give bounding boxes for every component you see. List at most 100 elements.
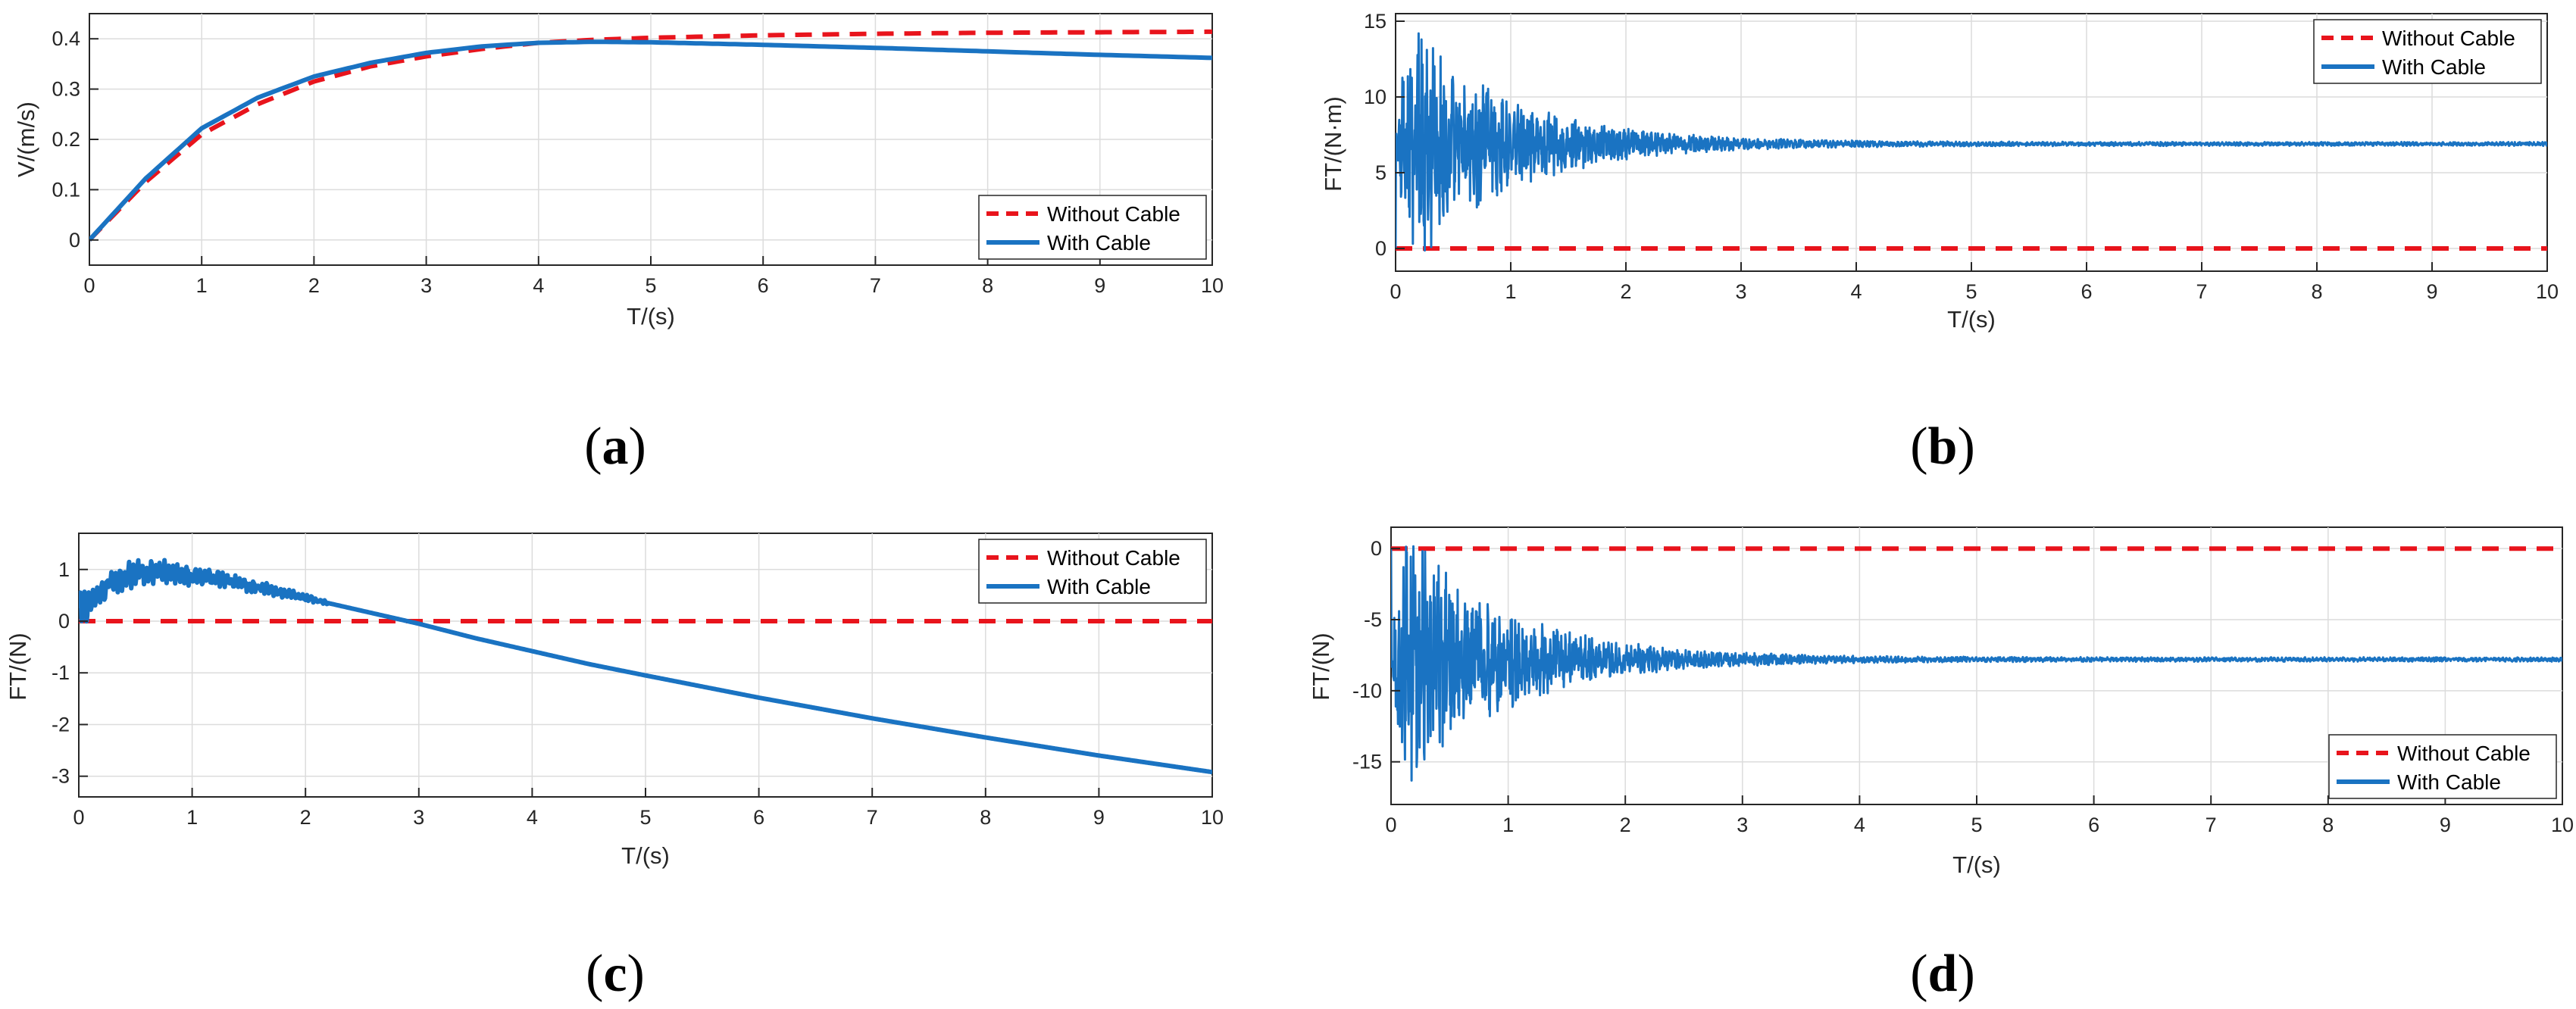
- y-tick-label: 0.1: [52, 178, 80, 201]
- y-tick-label: -15: [1352, 751, 1382, 773]
- x-tick-label: 5: [1965, 280, 1977, 303]
- y-axis-label: FT/(N): [1308, 633, 1334, 701]
- x-axis-label: T/(s): [1952, 851, 2001, 878]
- legend-box: [978, 195, 1207, 260]
- caption-letter: a: [602, 417, 629, 476]
- x-tick-label: 4: [527, 806, 538, 829]
- y-tick-label: 0.4: [52, 27, 80, 50]
- legend: Without Cable With Cable: [2328, 734, 2557, 799]
- legend-label-without-cable: Without Cable: [1047, 202, 1180, 226]
- x-tick-label: 6: [758, 274, 769, 297]
- x-tick-label: 8: [982, 274, 993, 297]
- y-tick-label: 0.3: [52, 78, 80, 101]
- x-tick-label: 9: [2440, 814, 2451, 836]
- panel-a: 0 0.1 0.2 0.3 0.4 0 1 2 3 4 5 6 7 8 9 10 T/(s) V/(m/s)…: [13, 13, 1224, 476]
- panel-c: -3 -2 -1 0 1 0 1 2 3 4 5 6 7 8 9 10 T/(s) FT/(N) Witho…: [5, 533, 1224, 1003]
- x-axis-label: T/(s): [627, 303, 675, 330]
- y-tick-label: 0: [58, 610, 70, 633]
- y-tick-label: -3: [52, 765, 70, 788]
- series-with-cable: [1391, 545, 2562, 782]
- x-ticks: 0 1 2 3 4 5 6 7 8 9 10: [1385, 795, 2574, 836]
- y-ticks: 0 0.1 0.2 0.3 0.4: [52, 27, 98, 251]
- x-tick-label: 5: [639, 806, 651, 829]
- x-axis-label: T/(s): [1947, 306, 1996, 333]
- x-tick-label: 10: [2536, 280, 2559, 303]
- panel-b: 0 5 10 15 0 1 2 3 4 5 6 7 8 9 10 T/(s) FT/(N·m) Witho…: [1320, 10, 2559, 476]
- x-tick-label: 8: [2322, 814, 2334, 836]
- x-tick-label: 10: [1201, 806, 1224, 829]
- y-tick-label: 0: [69, 229, 80, 251]
- x-tick-label: 2: [1620, 280, 1631, 303]
- x-axis-label: T/(s): [621, 842, 670, 869]
- legend: Without Cable With Cable: [978, 539, 1207, 604]
- x-tick-label: 5: [645, 274, 656, 297]
- caption-c: (c): [586, 945, 645, 1003]
- x-tick-label: 3: [413, 806, 424, 829]
- series-layer: [79, 558, 1212, 775]
- x-tick-label: 1: [1505, 280, 1516, 303]
- x-tick-label: 6: [753, 806, 764, 829]
- x-tick-label: 1: [196, 274, 208, 297]
- x-tick-label: 7: [2196, 280, 2207, 303]
- series-without-cable: [89, 29, 1212, 242]
- legend-label-without-cable: Without Cable: [1047, 546, 1180, 570]
- caption-d: (d): [1910, 945, 1975, 1003]
- panel-d: -15 -10 -5 0 0 1 2 3 4 5 6 7 8 9 10 T/(s) FT/(N) With…: [1308, 526, 2574, 1003]
- x-tick-label: 9: [2426, 280, 2437, 303]
- x-tick-label: 1: [186, 806, 198, 829]
- series-with-cable: [79, 558, 1212, 775]
- x-tick-label: 3: [420, 274, 432, 297]
- legend-label-without-cable: Without Cable: [2397, 742, 2531, 765]
- x-tick-label: 1: [1502, 814, 1514, 836]
- x-tick-label: 3: [1737, 814, 1748, 836]
- x-ticks: 0 1 2 3 4 5 6 7 8 9 10: [73, 788, 1224, 829]
- y-axis-label: FT/(N·m): [1320, 96, 1346, 192]
- y-ticks: -3 -2 -1 0 1: [52, 558, 88, 788]
- series-with-cable: [1396, 32, 2547, 252]
- caption-letter: c: [603, 945, 627, 1003]
- y-tick-label: -5: [1364, 608, 1382, 631]
- x-tick-label: 0: [83, 274, 95, 297]
- legend-label-with-cable: With Cable: [2397, 770, 2501, 794]
- series-layer: [89, 29, 1212, 242]
- x-tick-label: 10: [2551, 814, 2574, 836]
- y-axis-label: FT/(N): [5, 633, 31, 701]
- y-tick-label: 1: [58, 558, 70, 581]
- series-layer: [1396, 32, 2547, 252]
- x-tick-label: 9: [1093, 806, 1105, 829]
- x-tick-label: 0: [1390, 280, 1401, 303]
- x-tick-label: 2: [308, 274, 320, 297]
- legend-label-with-cable: With Cable: [1047, 231, 1151, 255]
- x-tick-label: 6: [2080, 280, 2092, 303]
- x-ticks: 0 1 2 3 4 5 6 7 8 9 10: [1390, 262, 2559, 303]
- x-tick-label: 8: [980, 806, 991, 829]
- y-axis-label: V/(m/s): [13, 102, 39, 177]
- y-tick-label: 0.2: [52, 128, 80, 151]
- y-tick-label: 0: [1371, 537, 1382, 560]
- x-tick-label: 9: [1094, 274, 1105, 297]
- y-tick-label: 10: [1364, 86, 1386, 108]
- legend-box: [978, 539, 1207, 604]
- series-layer: [1391, 545, 2562, 782]
- y-tick-label: -2: [52, 713, 70, 736]
- x-tick-label: 2: [300, 806, 311, 829]
- x-tick-label: 8: [2311, 280, 2322, 303]
- legend: Without Cable With Cable: [978, 195, 1207, 260]
- x-tick-label: 4: [1854, 814, 1865, 836]
- series-with-cable: [89, 39, 1212, 242]
- caption-letter: d: [1928, 945, 1958, 1003]
- x-tick-label: 2: [1620, 814, 1631, 836]
- x-ticks: 0 1 2 3 4 5 6 7 8 9 10: [83, 256, 1224, 297]
- legend-box: [2328, 734, 2557, 799]
- legend-label-with-cable: With Cable: [1047, 575, 1151, 598]
- y-ticks: 0 5 10 15: [1364, 10, 1405, 260]
- legend-label-with-cable: With Cable: [2382, 55, 2486, 79]
- y-tick-label: -1: [52, 661, 70, 684]
- x-tick-label: 0: [1385, 814, 1396, 836]
- caption-b: (b): [1910, 417, 1975, 476]
- legend: Without Cable With Cable: [2313, 19, 2542, 84]
- y-tick-label: -10: [1352, 679, 1382, 702]
- x-tick-label: 3: [1735, 280, 1746, 303]
- legend-label-without-cable: Without Cable: [2382, 27, 2515, 50]
